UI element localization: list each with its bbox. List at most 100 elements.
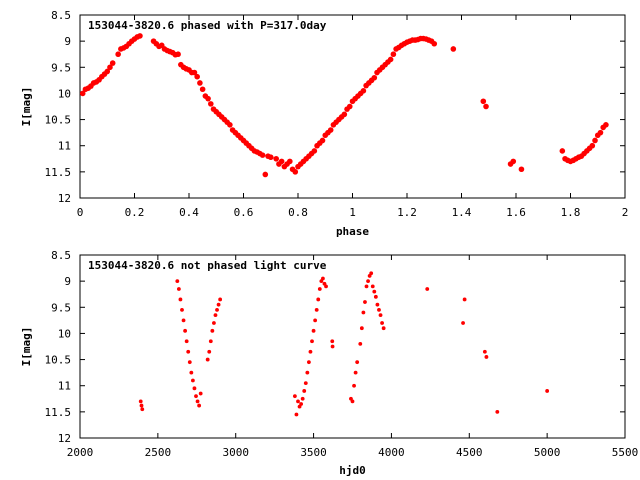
unphased-data-point xyxy=(311,328,316,333)
unphased-xtick-label: 3000 xyxy=(222,446,249,459)
phased-data-point xyxy=(191,69,198,76)
phased-data-point xyxy=(292,169,299,175)
unphased-data-point xyxy=(187,360,192,365)
unphased-data-point xyxy=(545,389,550,393)
unphased-plot-frame xyxy=(79,254,626,439)
unphased-data-point xyxy=(359,326,364,331)
unphased-data-point xyxy=(218,297,223,302)
unphased-data-point xyxy=(140,407,145,412)
unphased-data-point xyxy=(176,287,181,291)
unphased-data-point xyxy=(378,313,383,318)
unphased-data-point xyxy=(181,318,186,323)
unphased-data-point xyxy=(198,391,203,396)
phased-xtick-label: 1.6 xyxy=(506,206,526,219)
unphased-data-point xyxy=(375,302,380,307)
phased-ytick-label: 11.5 xyxy=(45,166,72,179)
unphased-data-point xyxy=(184,339,189,344)
unphased-data-point xyxy=(482,349,487,354)
unphased-data-point xyxy=(190,378,195,383)
unphased-data-point xyxy=(377,308,381,312)
phased-data-point xyxy=(109,60,116,66)
phased-data-point xyxy=(327,127,334,133)
phased-data-point xyxy=(287,158,293,165)
unphased-data-point xyxy=(302,389,307,393)
unphased-ytick-label: 8.5 xyxy=(51,249,71,262)
unphased-data-point xyxy=(175,279,180,284)
phased-xtick-label: 0.8 xyxy=(288,206,308,219)
phased-data-point xyxy=(390,51,397,58)
phased-xtick-label: 0.6 xyxy=(234,206,254,219)
unphased-data-point xyxy=(296,399,300,404)
unphased-data-point xyxy=(363,300,367,304)
phased-data-point xyxy=(480,98,487,105)
unphased-data-point xyxy=(195,399,200,404)
unphased-data-point xyxy=(321,276,325,281)
unphased-data-point xyxy=(138,399,143,404)
phased-data-point xyxy=(371,74,378,81)
unphased-y-axis-label: I[mag] xyxy=(20,327,33,367)
unphased-ytick-label: 11 xyxy=(58,380,71,393)
unphased-data-point xyxy=(372,289,377,294)
phased-data-point xyxy=(208,101,214,107)
unphased-data-point xyxy=(305,370,310,375)
phased-xtick-label: 1.4 xyxy=(452,206,472,219)
unphased-data-point xyxy=(462,297,467,302)
unphased-data-point xyxy=(364,284,369,289)
phased-ytick-label: 12 xyxy=(58,192,71,205)
unphased-data-point xyxy=(294,412,299,417)
phased-ytick-label: 8.5 xyxy=(51,9,71,22)
unphased-data-point xyxy=(215,308,219,312)
unphased-xtick-label: 4500 xyxy=(456,446,483,459)
phased-data-point xyxy=(431,40,438,47)
phased-data-point xyxy=(137,33,143,39)
phased-data-point xyxy=(267,154,274,161)
unphased-data-point xyxy=(210,328,215,333)
phased-data-point xyxy=(262,171,269,178)
phased-data-point xyxy=(510,158,517,165)
phased-data-point xyxy=(311,148,318,154)
phased-data-point xyxy=(592,137,598,144)
phased-data-point xyxy=(175,51,181,58)
phased-xtick-label: 0.4 xyxy=(179,206,199,219)
unphased-data-point xyxy=(186,349,191,354)
unphased-data-point xyxy=(139,403,144,408)
unphased-data-point xyxy=(178,297,183,302)
phased-data-point xyxy=(107,64,113,71)
unphased-data-point xyxy=(303,381,308,385)
phased-data-point xyxy=(360,88,367,94)
unphased-data-point xyxy=(308,349,313,354)
phased-data-point xyxy=(273,155,280,162)
unphased-data-point xyxy=(183,328,188,333)
unphased-data-point xyxy=(366,279,370,284)
unphased-data-point xyxy=(207,349,212,354)
unphased-data-point xyxy=(194,394,198,399)
unphased-xtick-label: 2500 xyxy=(145,446,172,459)
unphased-data-point xyxy=(495,409,500,414)
unphased-data-point xyxy=(380,321,384,325)
unphased-ytick-label: 9.5 xyxy=(51,301,71,314)
phased-data-point xyxy=(278,158,285,165)
unphased-xtick-label: 2000 xyxy=(67,446,94,459)
unphased-data-point xyxy=(369,271,374,276)
unphased-data-point xyxy=(216,302,221,307)
unphased-data-point xyxy=(300,396,305,401)
unphased-data-point xyxy=(425,287,430,291)
phased-data-point xyxy=(199,86,206,93)
unphased-xtick-label: 5500 xyxy=(612,446,639,459)
phased-data-point xyxy=(79,90,86,97)
unphased-data-point xyxy=(317,287,322,291)
phased-xtick-label: 1.8 xyxy=(561,206,581,219)
unphased-data-point xyxy=(180,308,184,312)
unphased-ytick-label: 10.5 xyxy=(45,354,72,367)
phased-data-point xyxy=(259,152,266,158)
phased-ytick-label: 10.5 xyxy=(45,114,72,127)
phased-xtick-label: 1 xyxy=(349,206,356,219)
unphased-data-point xyxy=(330,344,335,349)
unphased-data-point xyxy=(189,370,194,375)
phased-ytick-label: 10 xyxy=(58,87,71,100)
unphased-ytick-label: 10 xyxy=(58,327,71,340)
unphased-data-point xyxy=(208,339,213,344)
unphased-data-point xyxy=(370,284,375,289)
unphased-data-point xyxy=(461,321,465,325)
